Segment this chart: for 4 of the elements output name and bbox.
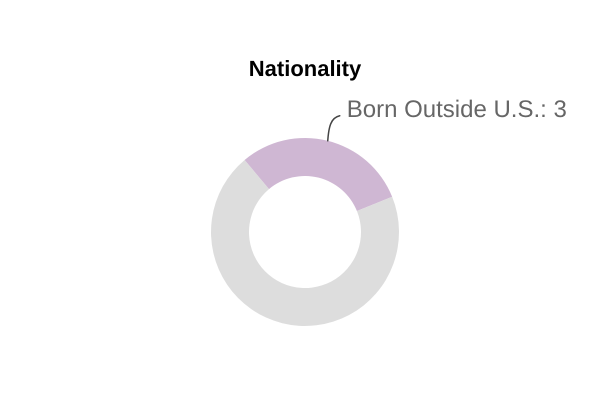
donut-slice (211, 160, 399, 326)
slice-label: Born Outside U.S.: 3 (346, 96, 567, 124)
chart-title: Nationality (248, 55, 362, 83)
donut-slice (244, 138, 392, 212)
